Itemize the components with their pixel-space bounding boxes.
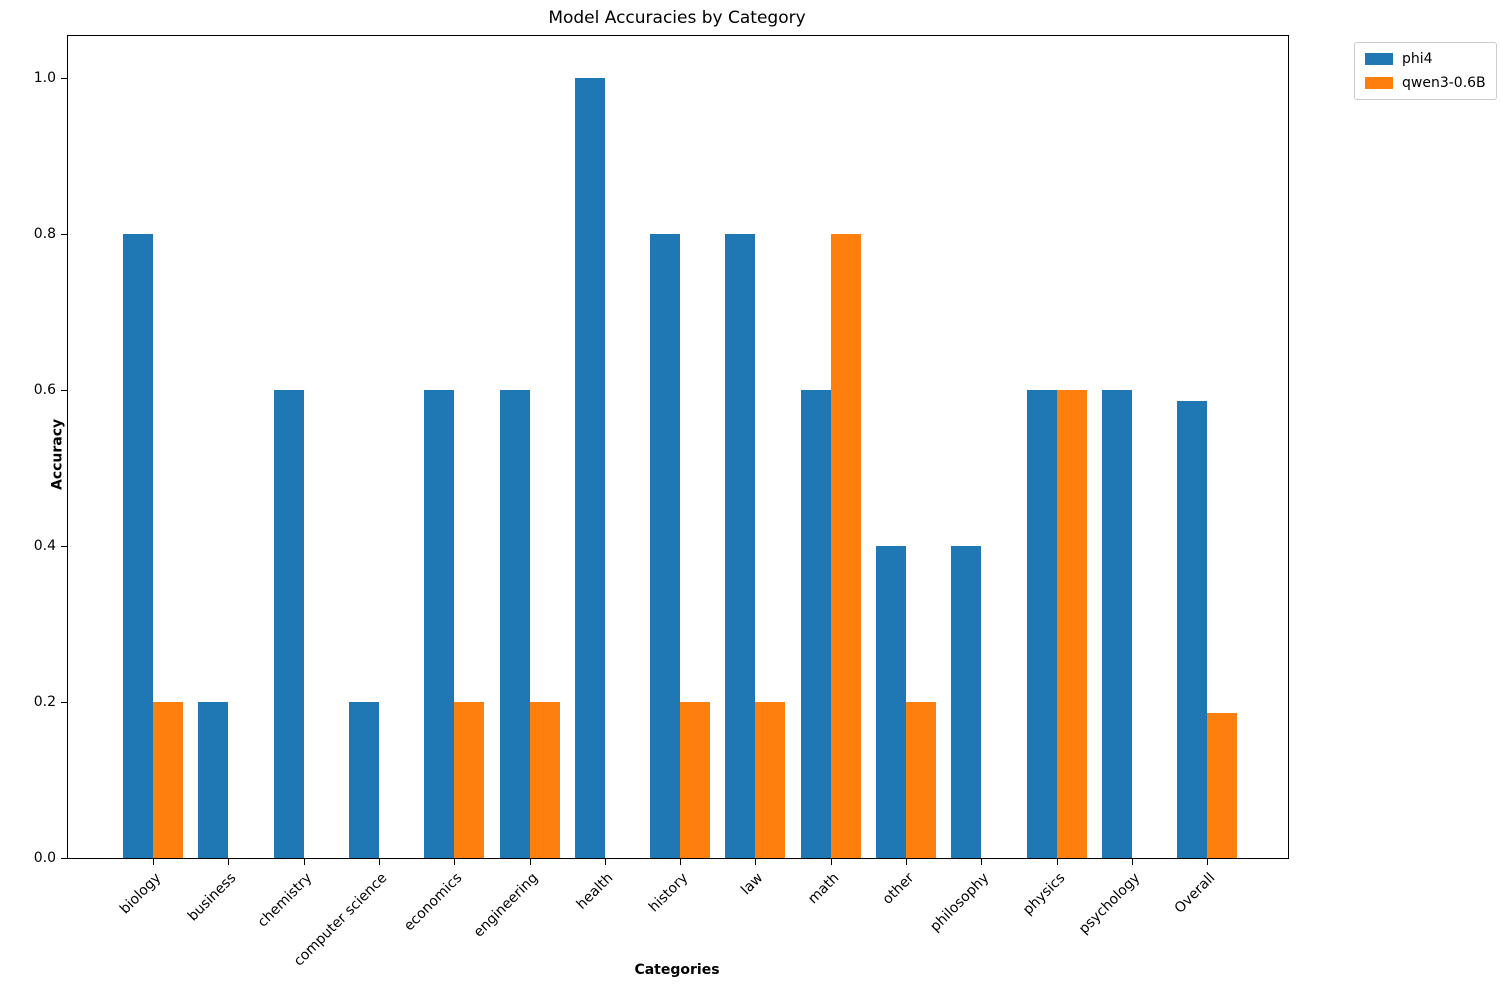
- bar-qwen3-0.6B-Overall: [1207, 712, 1238, 858]
- legend-item-qwen3-0.6b: qwen3-0.6B: [1365, 75, 1486, 91]
- bar-qwen3-0.6B-law: [755, 702, 786, 858]
- bar-phi4-business: [198, 702, 229, 858]
- y-axis-label: Accuracy: [49, 418, 66, 490]
- bar-qwen3-0.6B-physics: [1056, 390, 1087, 858]
- x-tick-mark: [454, 859, 456, 865]
- x-tick-mark: [906, 859, 907, 865]
- y-tick-label: 0.0: [33, 850, 56, 866]
- legend-item-phi4: phi4: [1365, 51, 1486, 67]
- bar-qwen3-0.6B-economics: [454, 702, 485, 858]
- bar-phi4-other: [876, 546, 906, 858]
- bar-phi4-Overall: [1177, 400, 1208, 858]
- y-tick-mark: [61, 78, 67, 79]
- y-tick-label: 0.2: [33, 694, 56, 710]
- y-tick-mark: [61, 234, 67, 235]
- bar-phi4-history: [650, 234, 681, 858]
- x-axis-label: Categories: [634, 962, 720, 978]
- bar-phi4-health: [574, 78, 605, 858]
- legend: phi4 qwen3-0.6B: [1354, 42, 1497, 100]
- bar-phi4-economics: [424, 390, 455, 858]
- y-tick-mark: [61, 702, 67, 703]
- x-tick-mark: [680, 859, 682, 865]
- bar-qwen3-0.6B-biology: [153, 702, 183, 858]
- bar-qwen3-0.6B-math: [830, 234, 861, 858]
- x-tick-mark: [755, 859, 757, 865]
- legend-swatch-qwen3-0.6b: [1365, 77, 1393, 89]
- x-tick-mark: [378, 859, 380, 865]
- x-tick-mark: [1207, 859, 1209, 865]
- y-tick-mark: [61, 390, 67, 391]
- bar-phi4-computer-science: [348, 702, 379, 858]
- bar-phi4-engineering: [499, 390, 530, 858]
- y-tick-label: 1.0: [33, 70, 56, 86]
- bar-phi4-math: [800, 390, 831, 858]
- y-tick-mark: [61, 546, 67, 547]
- y-tick-label: 0.8: [33, 226, 56, 242]
- legend-label-phi4: phi4: [1402, 51, 1433, 67]
- x-tick-mark: [1131, 859, 1133, 865]
- bar-phi4-physics: [1026, 390, 1057, 858]
- bar-phi4-chemistry: [273, 390, 304, 858]
- y-tick-label: 0.4: [33, 538, 56, 554]
- plot-area: Accuracy 0.0 0.2 0.4 0.6 0.8 1.0 biology busine…: [34, 35, 1289, 969]
- legend-swatch-phi4: [1365, 53, 1393, 65]
- bar-phi4-psychology: [1101, 390, 1132, 858]
- bar-qwen3-0.6B-history: [680, 702, 711, 858]
- x-tick-mark: [303, 859, 305, 865]
- bar-qwen3-0.6B-other: [906, 702, 936, 858]
- bar-phi4-philosophy: [951, 546, 982, 858]
- bar-phi4-law: [725, 234, 756, 858]
- legend-label-qwen3-0.6b: qwen3-0.6B: [1402, 75, 1486, 91]
- x-tick-mark: [1056, 859, 1058, 865]
- x-tick-mark: [830, 859, 832, 865]
- bar-phi4-biology: [123, 234, 153, 858]
- x-tick-mark: [228, 859, 230, 865]
- bar-qwen3-0.6B-engineering: [529, 702, 560, 858]
- y-tick-label: 0.6: [33, 382, 56, 398]
- chart-title: Model Accuracies by Category: [548, 8, 806, 28]
- x-tick-mark: [529, 859, 531, 865]
- x-tick-mark: [604, 859, 606, 865]
- y-tick-mark: [61, 858, 67, 859]
- x-tick-mark: [981, 859, 983, 865]
- x-tick-mark: [153, 859, 154, 865]
